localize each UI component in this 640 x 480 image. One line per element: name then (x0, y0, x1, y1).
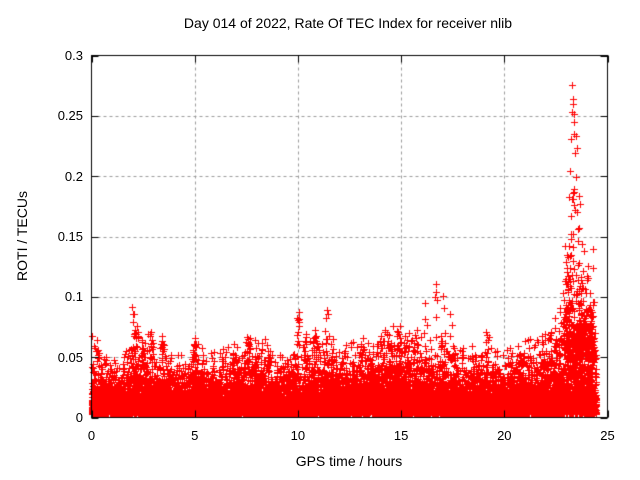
x-tick-label: 10 (290, 428, 306, 443)
y-tick-label: 0.05 (57, 349, 83, 365)
y-tick-label: 0.3 (64, 48, 83, 63)
y-tick-label: 0.25 (57, 108, 83, 124)
x-tick-label: 15 (393, 428, 409, 443)
x-tick-label: 20 (497, 428, 512, 443)
y-tick-label: 0.1 (64, 289, 83, 305)
y-tick-label: 0 (75, 410, 83, 425)
x-tick-label: 0 (87, 428, 96, 443)
y-axis-label: ROTI / TECUs (14, 191, 30, 281)
y-tick-label: 0.2 (64, 168, 83, 184)
x-axis-label: GPS time / hours (295, 453, 403, 469)
chart-title: Day 014 of 2022, Rate Of TEC Index for r… (183, 15, 513, 31)
y-tick-label: 0.15 (57, 229, 83, 244)
x-tick-label: 25 (600, 428, 615, 443)
x-tick-label: 5 (191, 428, 199, 443)
